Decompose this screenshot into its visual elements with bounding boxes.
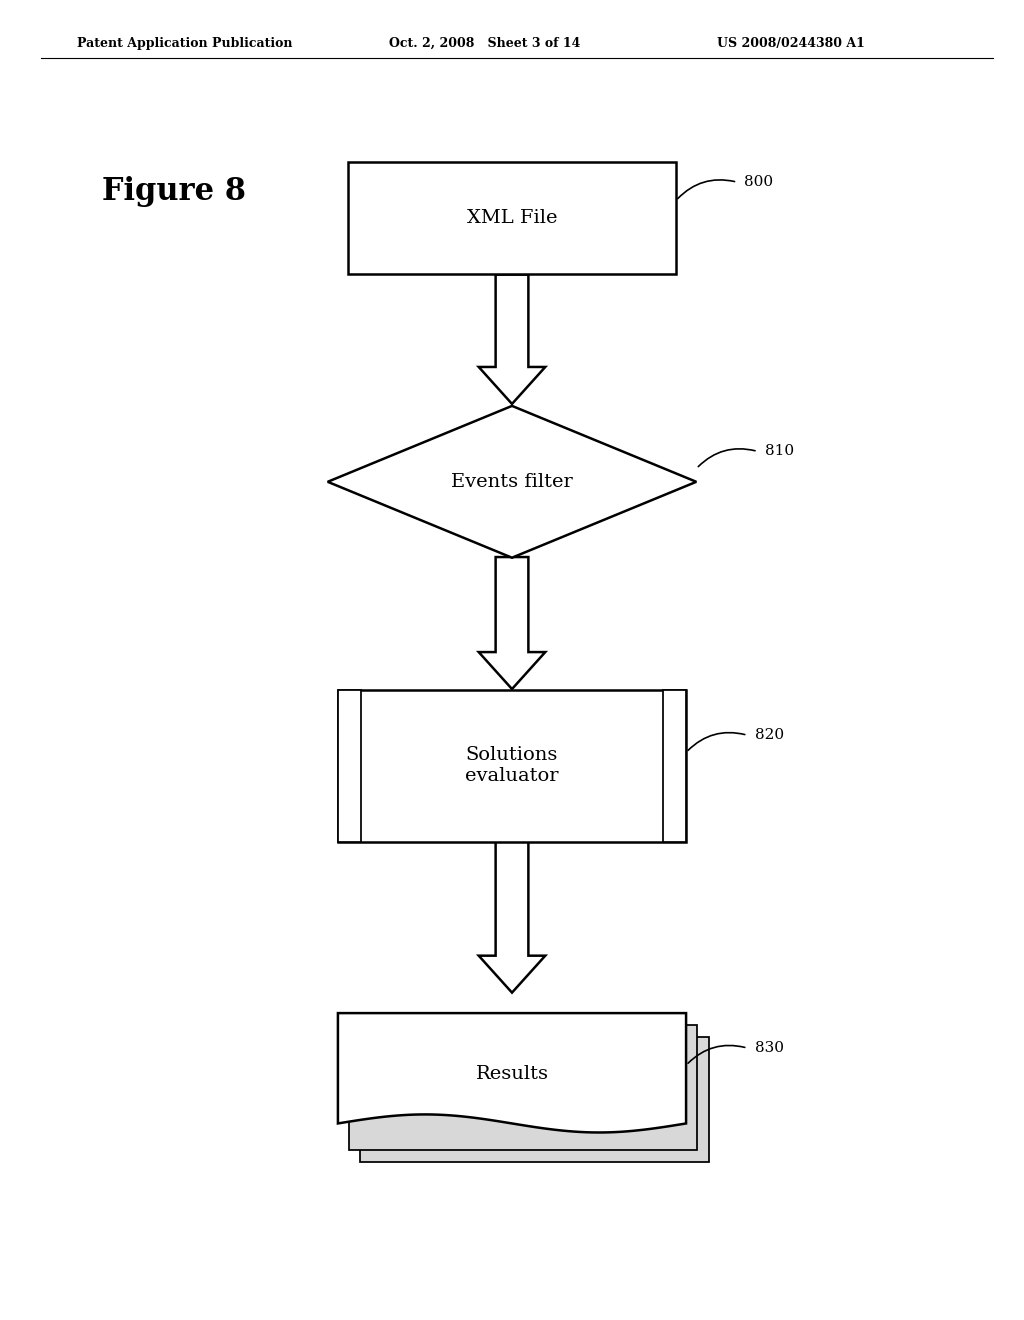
- Polygon shape: [479, 275, 545, 404]
- Text: Oct. 2, 2008   Sheet 3 of 14: Oct. 2, 2008 Sheet 3 of 14: [389, 37, 581, 50]
- FancyArrowPatch shape: [678, 180, 734, 198]
- Polygon shape: [479, 557, 545, 689]
- Text: Results: Results: [475, 1064, 549, 1082]
- Bar: [338, 689, 686, 842]
- Bar: [360, 1038, 709, 1162]
- Text: Solutions
evaluator: Solutions evaluator: [465, 746, 559, 785]
- FancyArrowPatch shape: [688, 733, 744, 750]
- Text: 810: 810: [765, 445, 794, 458]
- Text: XML File: XML File: [467, 209, 557, 227]
- Text: Events filter: Events filter: [452, 473, 572, 491]
- Bar: [349, 1024, 697, 1150]
- Polygon shape: [338, 1014, 686, 1133]
- Polygon shape: [479, 841, 545, 993]
- FancyArrowPatch shape: [698, 449, 755, 466]
- Bar: [338, 689, 360, 842]
- Text: Patent Application Publication: Patent Application Publication: [77, 37, 292, 50]
- Bar: [664, 689, 686, 842]
- Bar: [348, 162, 676, 275]
- FancyArrowPatch shape: [688, 1045, 744, 1063]
- Text: US 2008/0244380 A1: US 2008/0244380 A1: [717, 37, 864, 50]
- Text: 800: 800: [744, 176, 773, 189]
- Text: 830: 830: [755, 1041, 783, 1055]
- Polygon shape: [328, 407, 696, 557]
- Text: 820: 820: [755, 729, 783, 742]
- Text: Figure 8: Figure 8: [102, 176, 247, 207]
